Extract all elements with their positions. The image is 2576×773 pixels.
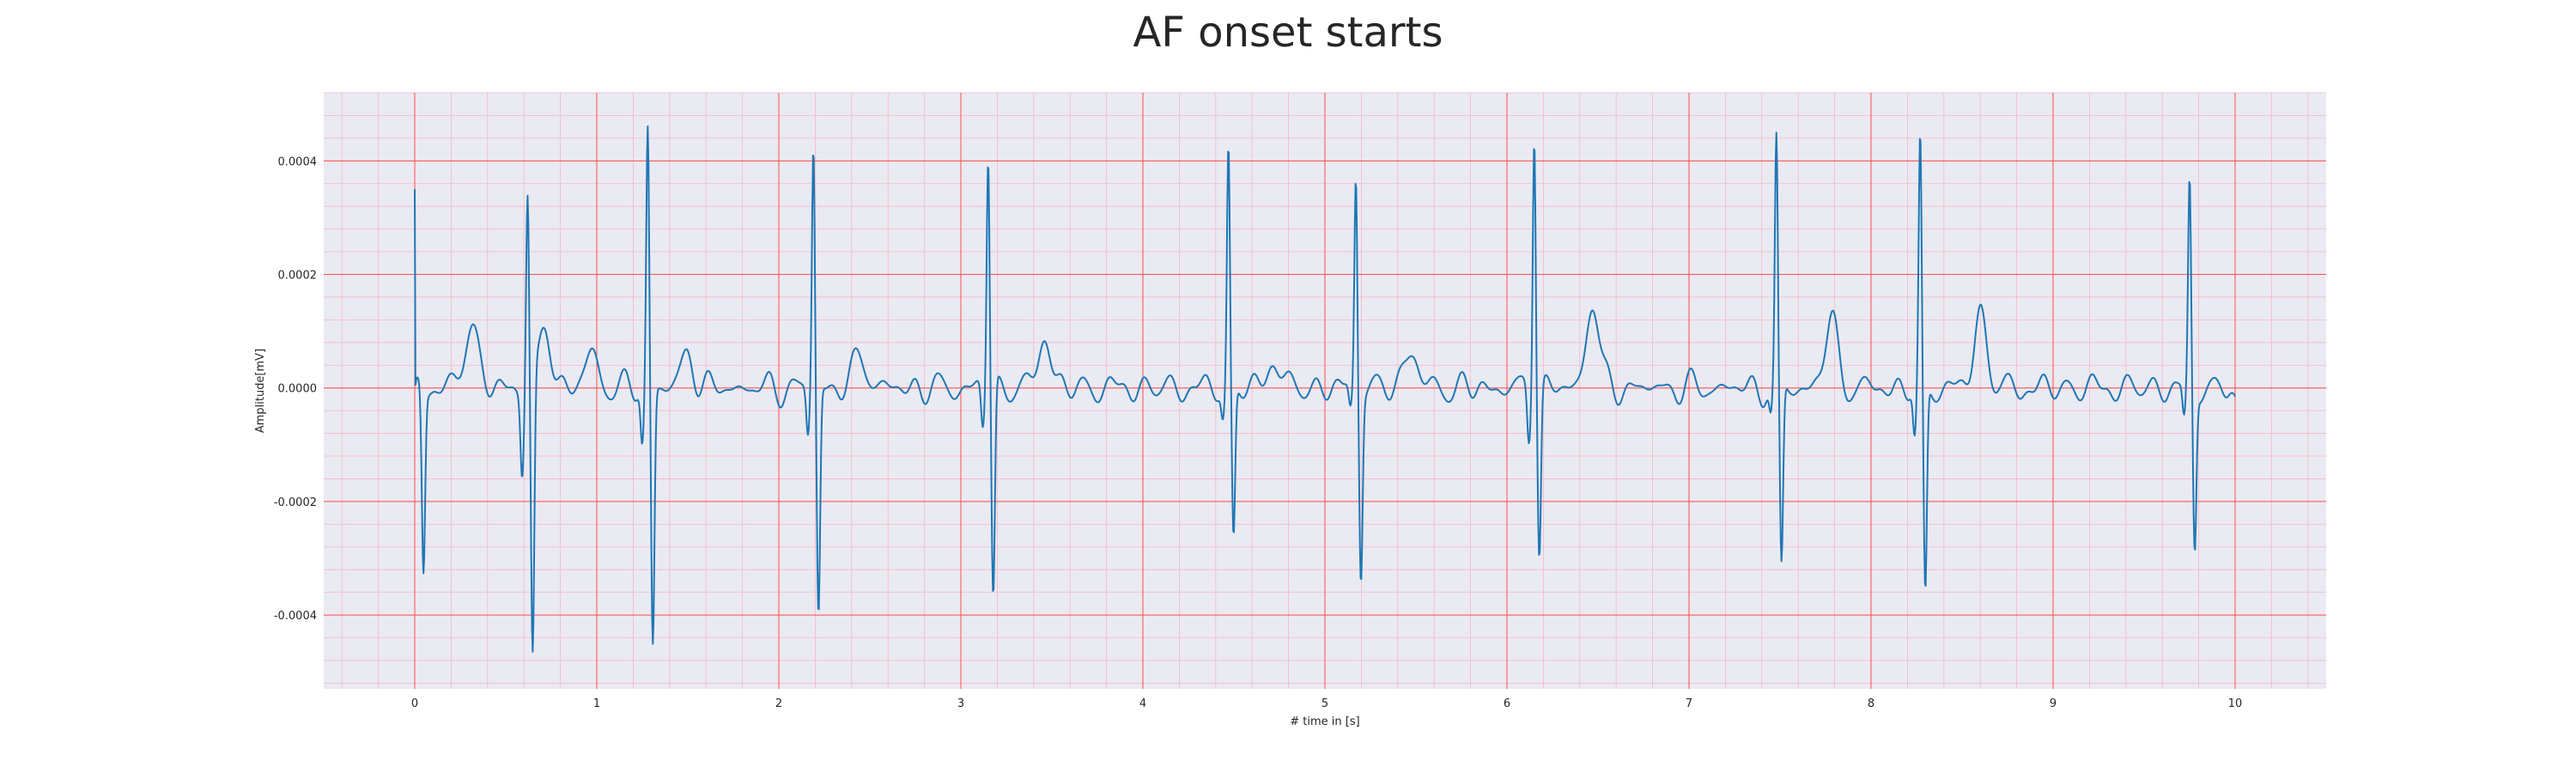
ecg-trace-line [414,125,2236,653]
x-tick-label: 5 [1321,697,1328,710]
x-tick-label: 1 [593,697,600,710]
x-tick-label: 9 [2050,697,2057,710]
y-axis-ticks: -0.0004 -0.0002 0.0000 0.0002 0.0004 [274,155,317,623]
x-tick-label: 4 [1139,697,1146,710]
x-tick-label: 3 [957,697,964,710]
x-tick-label: 0 [411,697,418,710]
trace-layer [414,125,2236,653]
y-tick-label: 0.0000 [278,383,318,396]
x-tick-label: 10 [2228,697,2243,710]
x-tick-label: 2 [775,697,782,710]
y-tick-label: 0.0002 [278,270,318,283]
chart-title: AF onset starts [1133,9,1443,57]
x-tick-label: 8 [1868,697,1874,710]
y-tick-label: 0.0004 [278,155,318,168]
major-grid [324,93,2326,689]
x-axis-label: # time in [s] [1290,715,1359,728]
x-axis-ticks: 0 1 2 3 4 5 6 7 8 9 10 [411,697,2242,710]
x-tick-label: 6 [1504,697,1510,710]
x-tick-label: 7 [1686,697,1692,710]
y-tick-label: -0.0002 [274,496,317,509]
y-axis-label: Amplitude[mV] [254,349,267,433]
y-tick-label: -0.0004 [274,610,317,623]
